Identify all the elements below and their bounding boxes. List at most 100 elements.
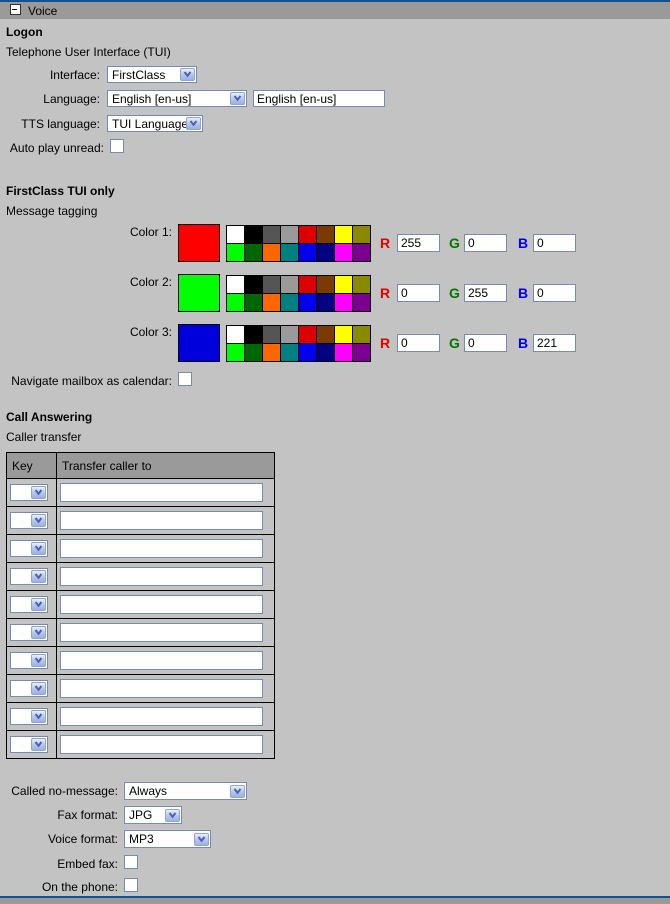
palette-color-swatch[interactable] (317, 294, 334, 311)
palette-color-swatch[interactable] (227, 326, 244, 343)
palette-color-swatch[interactable] (299, 276, 316, 293)
palette-color-swatch[interactable] (263, 276, 280, 293)
palette-color-swatch[interactable] (353, 226, 370, 243)
palette-color-swatch[interactable] (317, 276, 334, 293)
palette-color-swatch[interactable] (299, 294, 316, 311)
palette-color-swatch[interactable] (227, 344, 244, 361)
called-no-message-select[interactable]: Always (124, 782, 247, 800)
palette-color-swatch[interactable] (263, 344, 280, 361)
transfer-caller-input[interactable] (60, 651, 263, 670)
palette-color-swatch[interactable] (281, 276, 298, 293)
palette-color-swatch[interactable] (317, 244, 334, 261)
voice-format-select[interactable]: MP3 (124, 830, 211, 848)
chevron-down-icon[interactable] (31, 626, 46, 639)
palette-color-swatch[interactable] (227, 244, 244, 261)
chevron-down-icon[interactable] (230, 92, 245, 105)
palette-color-swatch[interactable] (335, 226, 352, 243)
transfer-caller-input[interactable] (60, 707, 263, 726)
palette-color-swatch[interactable] (335, 276, 352, 293)
transfer-caller-input[interactable] (60, 679, 263, 698)
color3-g-input[interactable] (464, 334, 507, 352)
color1-r-input[interactable] (397, 234, 440, 252)
palette-color-swatch[interactable] (353, 326, 370, 343)
embed-fax-checkbox[interactable] (124, 855, 138, 869)
chevron-down-icon[interactable] (186, 117, 201, 130)
chevron-down-icon[interactable] (31, 486, 46, 499)
key-select[interactable] (10, 736, 48, 753)
palette-color-swatch[interactable] (245, 326, 262, 343)
key-select[interactable] (10, 540, 48, 557)
palette-color-swatch[interactable] (263, 244, 280, 261)
chevron-down-icon[interactable] (31, 542, 46, 555)
color1-g-input[interactable] (464, 234, 507, 252)
chevron-down-icon[interactable] (165, 808, 180, 822)
tts-language-select[interactable]: TUI Language (107, 115, 203, 132)
palette-color-swatch[interactable] (245, 294, 262, 311)
key-select[interactable] (10, 652, 48, 669)
transfer-caller-input[interactable] (60, 511, 263, 530)
chevron-down-icon[interactable] (31, 738, 46, 751)
palette-color-swatch[interactable] (227, 226, 244, 243)
chevron-down-icon[interactable] (31, 682, 46, 695)
palette-color-swatch[interactable] (281, 294, 298, 311)
collapse-button[interactable] (10, 4, 21, 15)
palette-color-swatch[interactable] (281, 226, 298, 243)
palette-color-swatch[interactable] (281, 344, 298, 361)
palette-color-swatch[interactable] (353, 344, 370, 361)
chevron-down-icon[interactable] (31, 654, 46, 667)
palette-color-swatch[interactable] (245, 344, 262, 361)
palette-color-swatch[interactable] (317, 326, 334, 343)
transfer-caller-input[interactable] (60, 623, 263, 642)
chevron-down-icon[interactable] (31, 598, 46, 611)
palette-color-swatch[interactable] (317, 344, 334, 361)
key-select[interactable] (10, 596, 48, 613)
palette-color-swatch[interactable] (317, 226, 334, 243)
palette-color-swatch[interactable] (263, 226, 280, 243)
palette-color-swatch[interactable] (227, 294, 244, 311)
palette-color-swatch[interactable] (335, 244, 352, 261)
palette-color-swatch[interactable] (299, 226, 316, 243)
color2-g-input[interactable] (464, 284, 507, 302)
palette-color-swatch[interactable] (299, 344, 316, 361)
transfer-caller-input[interactable] (60, 483, 263, 502)
key-select[interactable] (10, 708, 48, 725)
chevron-down-icon[interactable] (230, 784, 245, 798)
language-select[interactable]: English [en-us] (107, 90, 247, 107)
transfer-caller-input[interactable] (60, 595, 263, 614)
palette-color-swatch[interactable] (299, 244, 316, 261)
chevron-down-icon[interactable] (180, 68, 195, 81)
key-select[interactable] (10, 512, 48, 529)
palette-color-swatch[interactable] (353, 294, 370, 311)
palette-color-swatch[interactable] (335, 294, 352, 311)
key-select[interactable] (10, 484, 48, 501)
palette-color-swatch[interactable] (353, 276, 370, 293)
transfer-caller-input[interactable] (60, 567, 263, 586)
palette-color-swatch[interactable] (335, 344, 352, 361)
key-select[interactable] (10, 568, 48, 585)
palette-color-swatch[interactable] (281, 326, 298, 343)
navigate-mailbox-checkbox[interactable] (178, 372, 192, 386)
palette-color-swatch[interactable] (281, 244, 298, 261)
color3-b-input[interactable] (533, 334, 576, 352)
palette-color-swatch[interactable] (335, 326, 352, 343)
language-text-input[interactable] (253, 90, 385, 107)
palette-color-swatch[interactable] (245, 276, 262, 293)
color3-r-input[interactable] (397, 334, 440, 352)
chevron-down-icon[interactable] (31, 710, 46, 723)
palette-color-swatch[interactable] (227, 276, 244, 293)
palette-color-swatch[interactable] (263, 294, 280, 311)
interface-select[interactable]: FirstClass (107, 66, 197, 83)
chevron-down-icon[interactable] (194, 832, 209, 846)
key-select[interactable] (10, 680, 48, 697)
on-the-phone-checkbox[interactable] (124, 878, 138, 892)
palette-color-swatch[interactable] (245, 226, 262, 243)
transfer-caller-input[interactable] (60, 735, 263, 754)
chevron-down-icon[interactable] (31, 570, 46, 583)
fax-format-select[interactable]: JPG (124, 806, 182, 824)
auto-play-unread-checkbox[interactable] (110, 139, 124, 153)
transfer-caller-input[interactable] (60, 539, 263, 558)
color2-b-input[interactable] (533, 284, 576, 302)
color1-b-input[interactable] (533, 234, 576, 252)
palette-color-swatch[interactable] (245, 244, 262, 261)
palette-color-swatch[interactable] (353, 244, 370, 261)
